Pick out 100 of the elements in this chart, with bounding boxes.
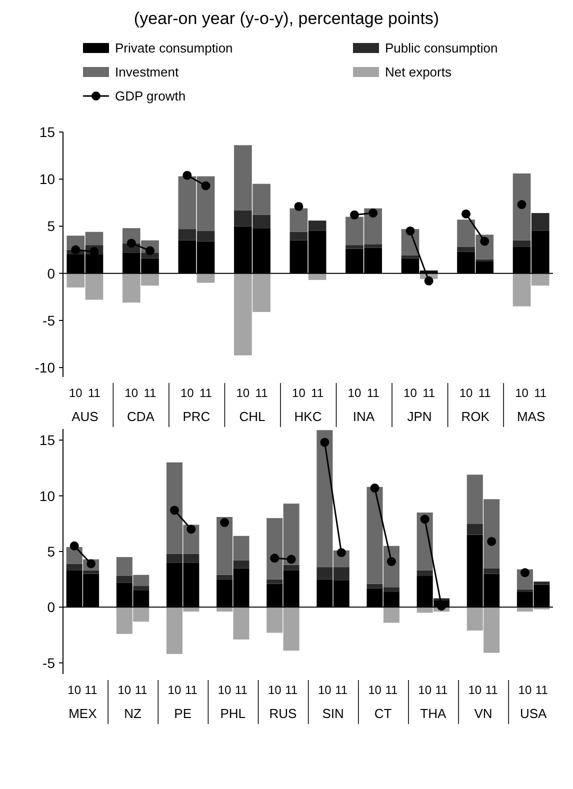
bar: [416, 570, 433, 576]
x-tick-label: 10: [218, 683, 232, 697]
x-tick-label: 10: [404, 386, 418, 400]
bar: [290, 208, 308, 232]
x-tick-label: 11: [335, 683, 348, 697]
text: SIN: [322, 706, 344, 721]
bar: [484, 568, 500, 574]
bar: [516, 589, 533, 592]
point: [517, 200, 526, 210]
x-tick-label: 11: [88, 386, 101, 400]
x-tick-label: 11: [144, 386, 157, 400]
point: [350, 210, 359, 220]
text: VN: [474, 706, 492, 721]
bar: [196, 273, 215, 283]
bar: [457, 246, 475, 252]
chart-title: (year-on year (y-o-y), percentage points): [134, 9, 440, 28]
legend-label: Public consumption: [385, 40, 498, 56]
x-tick-label: 10: [292, 386, 306, 400]
bar: [534, 582, 550, 585]
point: [368, 208, 378, 218]
x-tick-label: 11: [485, 683, 498, 697]
bar: [466, 524, 483, 535]
x-tick-label: 11: [435, 683, 448, 697]
text: INA: [352, 409, 375, 424]
x-tick-label: 11: [184, 683, 198, 697]
point: [424, 276, 434, 286]
x-tick-label: 10: [180, 386, 194, 400]
point: [294, 202, 304, 211]
bar: [531, 213, 550, 231]
x-tick-label: 11: [200, 386, 212, 400]
x-tick-label: 11: [255, 386, 268, 400]
x-tick-label: 11: [534, 386, 547, 400]
x-tick-label: 10: [318, 683, 332, 697]
text: JPN: [407, 409, 432, 424]
text: ROK: [461, 409, 490, 424]
y-tick-label: 10: [39, 488, 56, 504]
bar: [290, 232, 308, 240]
bar: [283, 564, 300, 570]
point: [270, 554, 280, 563]
text: AUS: [72, 409, 99, 424]
bar: [233, 560, 250, 568]
legend-label: GDP growth: [115, 88, 186, 104]
x-tick-label: 11: [285, 683, 298, 697]
x-tick-label: 11: [84, 683, 98, 697]
point: [186, 524, 196, 534]
point: [520, 568, 530, 578]
point: [71, 245, 80, 254]
y-tick-label: 0: [47, 265, 56, 282]
bar: [216, 574, 233, 580]
text: CDA: [126, 409, 155, 424]
x-tick-label: 11: [235, 683, 248, 697]
y-tick-label: 5: [47, 218, 56, 234]
x-tick-label: 10: [518, 683, 532, 697]
text: MAS: [516, 409, 546, 424]
bar: [383, 607, 400, 623]
text: PE: [174, 706, 192, 721]
x-tick-label: 11: [311, 386, 324, 400]
bar: [512, 240, 531, 247]
text: USA: [520, 706, 547, 721]
y-tick-label: 10: [39, 171, 56, 188]
x-tick-label: 10: [268, 683, 282, 697]
y-tick-label: -10: [34, 360, 56, 376]
text: PHL: [220, 706, 246, 721]
point: [386, 557, 396, 566]
text: CHL: [239, 409, 266, 424]
y-tick-label: 5: [47, 544, 56, 560]
x-tick-label: 10: [236, 386, 250, 400]
x-tick-label: 11: [385, 683, 398, 697]
text: THA: [420, 706, 446, 721]
x-tick-label: 11: [134, 683, 148, 697]
point: [336, 548, 346, 558]
x-tick-label: 10: [168, 683, 182, 697]
x-tick-label: 10: [68, 683, 82, 697]
x-tick-label: 10: [118, 683, 132, 697]
text: NZ: [124, 706, 142, 721]
x-tick-label: 10: [124, 386, 138, 400]
bar: [401, 255, 420, 258]
x-tick-label: 11: [535, 683, 548, 697]
bar: [83, 570, 100, 574]
bar: [308, 220, 326, 231]
text: CT: [374, 706, 392, 721]
y-tick-label: -5: [42, 312, 56, 328]
x-tick-label: 10: [515, 386, 529, 400]
point: [420, 514, 430, 524]
point: [487, 536, 496, 546]
legend-label: Private consumption: [115, 40, 233, 56]
point: [480, 236, 490, 246]
x-tick-label: 11: [366, 386, 380, 400]
bar: [116, 576, 132, 583]
y-tick-label: 0: [47, 599, 56, 616]
y-tick-label: 15: [39, 124, 56, 140]
legend-label: Investment: [115, 64, 179, 80]
x-tick-label: 11: [478, 386, 492, 400]
x-tick-label: 10: [459, 386, 473, 400]
bar: [66, 564, 82, 570]
x-tick-label: 10: [368, 683, 382, 697]
point: [201, 181, 210, 190]
legend-label: Net exports: [385, 64, 452, 80]
text: MEX: [68, 706, 98, 721]
y-tick-label: 15: [39, 432, 56, 448]
